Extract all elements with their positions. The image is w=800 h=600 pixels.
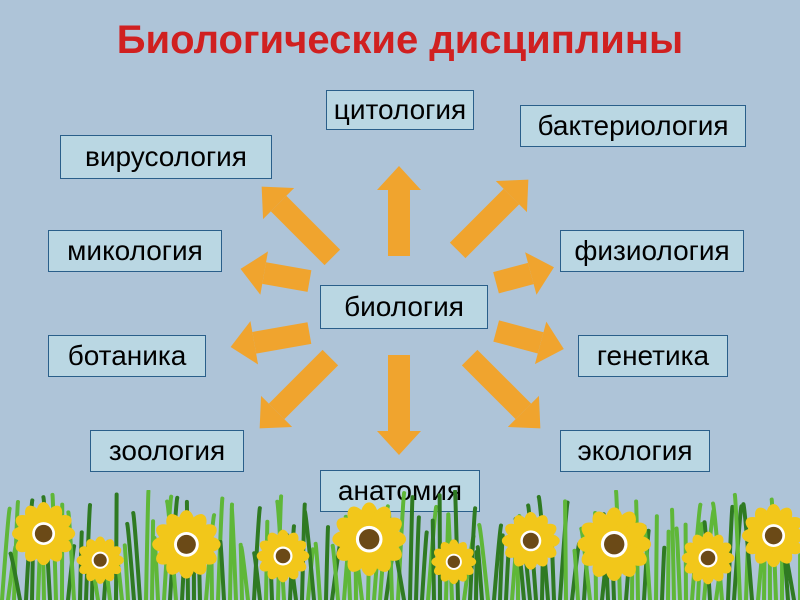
discipline-label: экология (577, 435, 692, 467)
discipline-label: зоология (109, 435, 225, 467)
discipline-box-zoology: зоология (90, 430, 244, 472)
discipline-box-ecology: экология (560, 430, 710, 472)
flower-icon (75, 535, 125, 585)
discipline-label: ботаника (68, 340, 187, 372)
discipline-label: генетика (597, 340, 709, 372)
flower-icon (575, 505, 653, 583)
flower-icon (500, 510, 562, 572)
center-box-biology: биология (320, 285, 488, 329)
discipline-box-botany: ботаника (48, 335, 206, 377)
flower-icon (10, 500, 77, 567)
discipline-box-mycology: микология (48, 230, 222, 272)
arrow-cytology (377, 166, 421, 256)
discipline-box-virology: вирусология (60, 135, 272, 179)
discipline-box-physiology: физиология (560, 230, 744, 272)
flower-icon (740, 502, 800, 569)
discipline-box-genetics: генетика (578, 335, 728, 377)
arrow-anatomy (377, 355, 421, 455)
discipline-box-bacteriology: бактериология (520, 105, 746, 147)
discipline-label: микология (67, 235, 203, 267)
discipline-label: вирусология (85, 141, 247, 173)
flower-icon (150, 508, 223, 581)
flower-icon (680, 530, 736, 586)
center-box-label: биология (344, 291, 464, 323)
discipline-box-cytology: цитология (326, 90, 474, 130)
flower-icon (330, 500, 408, 578)
slide-title: Биологические дисциплины (0, 18, 800, 63)
discipline-label: цитология (334, 94, 466, 126)
discipline-label: бактериология (537, 110, 728, 142)
flower-icon (430, 538, 478, 586)
flower-icon (255, 528, 311, 584)
discipline-label: физиология (574, 235, 729, 267)
